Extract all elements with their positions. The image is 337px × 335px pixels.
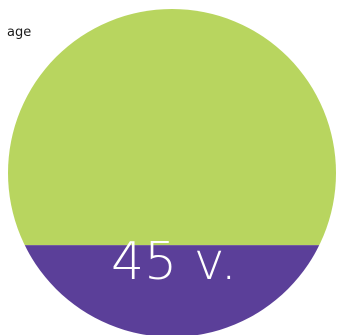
value-label: 45 v.: [111, 232, 237, 292]
top-segment: [8, 9, 336, 246]
chart-label: age: [7, 25, 32, 40]
